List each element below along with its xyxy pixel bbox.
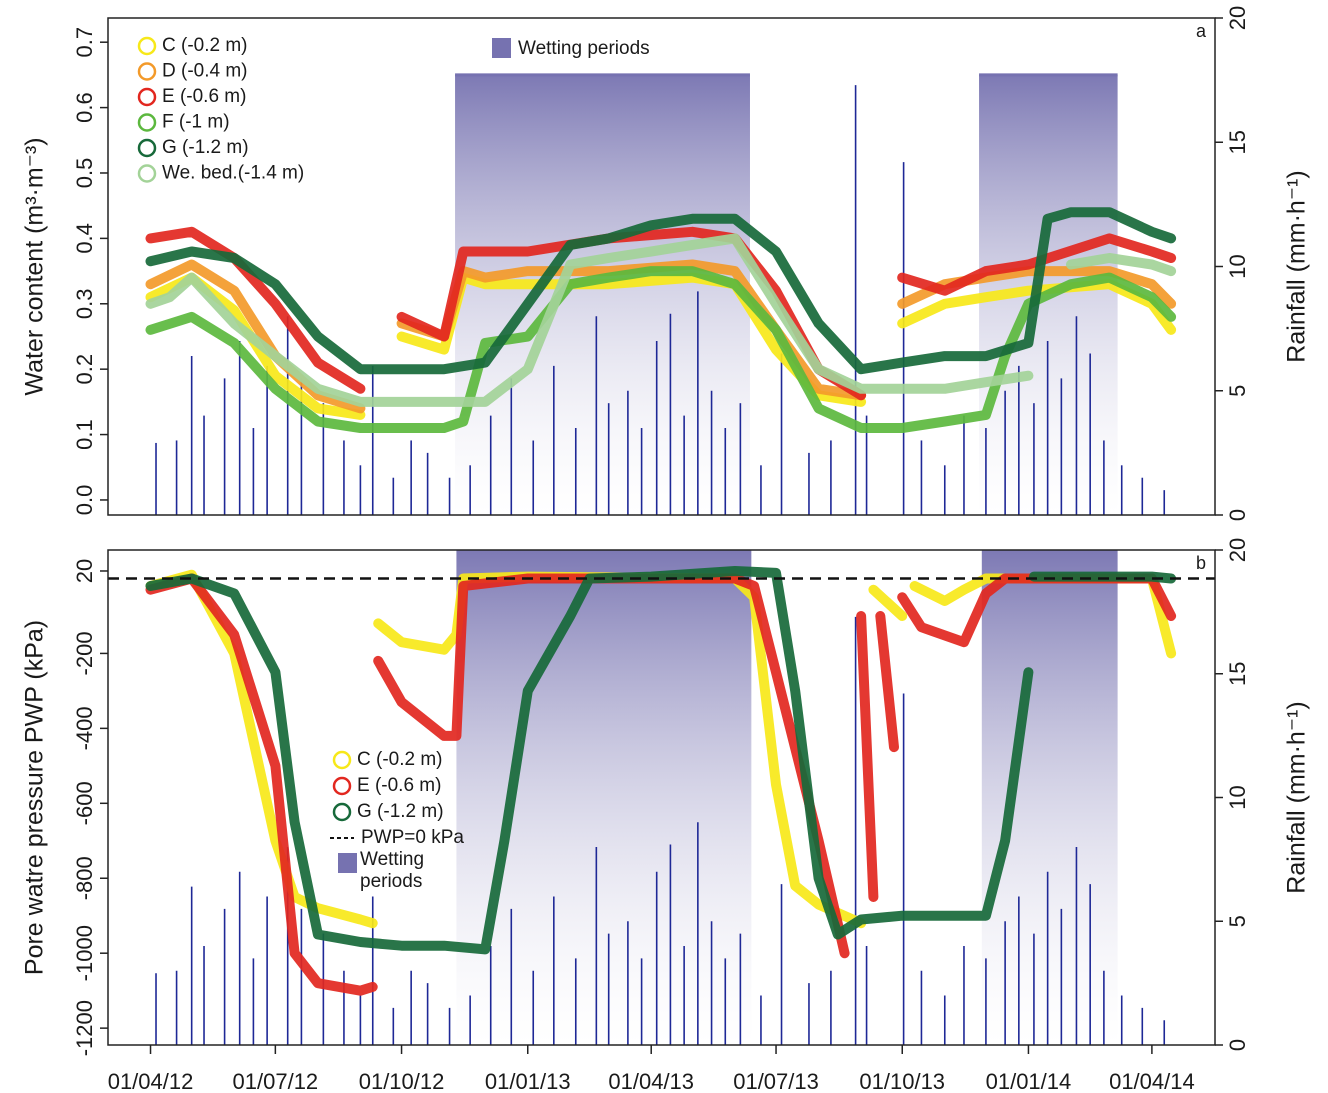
y-tick-label: -400: [72, 706, 97, 750]
legend-marker: [137, 113, 157, 132]
legend-label: PWP=0 kPa: [361, 827, 464, 848]
legend-label: C (-0.2 m): [162, 35, 248, 56]
y2-tick-label: 0: [1225, 509, 1250, 521]
y-tick-label: -1200: [72, 1000, 97, 1056]
y2-axis-title: Rainfall (mm·h⁻¹): [1283, 701, 1311, 893]
legend-label-box: Wetting periods: [360, 849, 425, 892]
y2-tick-label: 5: [1225, 385, 1250, 397]
y-tick-label: -800: [72, 856, 97, 900]
legend-label: G (-1.2 m): [162, 137, 249, 158]
panel-label: b: [1196, 553, 1206, 573]
x-tick-label: 01/10/13: [859, 1069, 945, 1093]
y-tick-label: 0.6: [72, 92, 97, 123]
y2-tick-label: 15: [1225, 662, 1250, 686]
y-tick-label: 0.2: [72, 354, 97, 385]
y2-tick-label: 0: [1225, 1039, 1250, 1051]
legend-label: We. bed.(-1.4 m): [162, 163, 304, 184]
legend-marker: [332, 776, 352, 796]
series-line: [145, 266, 1177, 433]
x-tick-label: 01/04/14: [1109, 1069, 1195, 1093]
y-axis-title: Pore watre pressure PWP (kPa): [21, 620, 49, 975]
legend-label: G (-1.2 m): [357, 801, 444, 822]
panel-label: a: [1196, 21, 1207, 41]
series-line: [145, 207, 1177, 375]
y-tick-label: 0.5: [72, 158, 97, 189]
y2-tick-label: 10: [1225, 785, 1250, 809]
wetting-period: [456, 550, 752, 1045]
legend-label: E (-0.6 m): [357, 775, 441, 796]
x-tick-label: 01/07/12: [233, 1069, 319, 1093]
legend-label: E (-0.6 m): [162, 86, 246, 107]
y-axis-title: Water content (m³·m⁻³): [21, 137, 49, 395]
y-tick-label: 0.0: [72, 485, 97, 516]
y2-tick-label: 15: [1225, 130, 1250, 154]
wetting-period: [981, 550, 1118, 1045]
y2-axis-title: Rainfall (mm·h⁻¹): [1283, 170, 1311, 362]
x-tick-label: 01/07/13: [733, 1069, 819, 1093]
y-tick-label: 0.4: [72, 223, 97, 254]
legend-marker: [332, 802, 352, 822]
legend-label: C (-0.2 m): [357, 749, 443, 770]
y2-tick-label: 10: [1225, 254, 1250, 278]
x-tick-label: 01/10/12: [359, 1069, 445, 1093]
y2-tick-label: 20: [1225, 538, 1250, 562]
series-line: [145, 233, 1177, 407]
legend-marker: [137, 62, 157, 81]
y-tick-label: -200: [72, 631, 97, 675]
x-tick-label: 01/01/14: [986, 1069, 1072, 1093]
wetting-period: [455, 74, 750, 515]
x-tick-label: 01/01/13: [485, 1069, 571, 1093]
y-tick-label: 0.1: [72, 419, 97, 450]
legend-marker: [137, 87, 157, 107]
y-tick-label: -600: [72, 781, 97, 825]
x-tick-label: 01/04/12: [108, 1069, 194, 1093]
legend-marker: [137, 138, 157, 158]
legend-swatch: [338, 853, 357, 873]
y2-tick-label: 5: [1225, 915, 1250, 927]
legend-marker: [137, 36, 157, 56]
y-tick-label: -1000: [72, 925, 97, 981]
y-tick-label: 0.3: [72, 288, 97, 319]
legend-label: Wetting periods: [518, 38, 650, 59]
y-tick-label: 20: [72, 559, 97, 583]
legend-marker: [332, 750, 352, 770]
x-tick-label: 01/04/13: [608, 1069, 694, 1093]
legend-label: F (-1 m): [162, 112, 230, 133]
y2-tick-label: 20: [1225, 6, 1250, 30]
legend-label: D (-0.4 m): [162, 61, 248, 82]
legend-label: Wetting periods: [360, 849, 425, 892]
y-tick-label: 0.7: [72, 27, 97, 58]
legend-marker: [137, 164, 157, 183]
legend-swatch: [492, 38, 511, 58]
